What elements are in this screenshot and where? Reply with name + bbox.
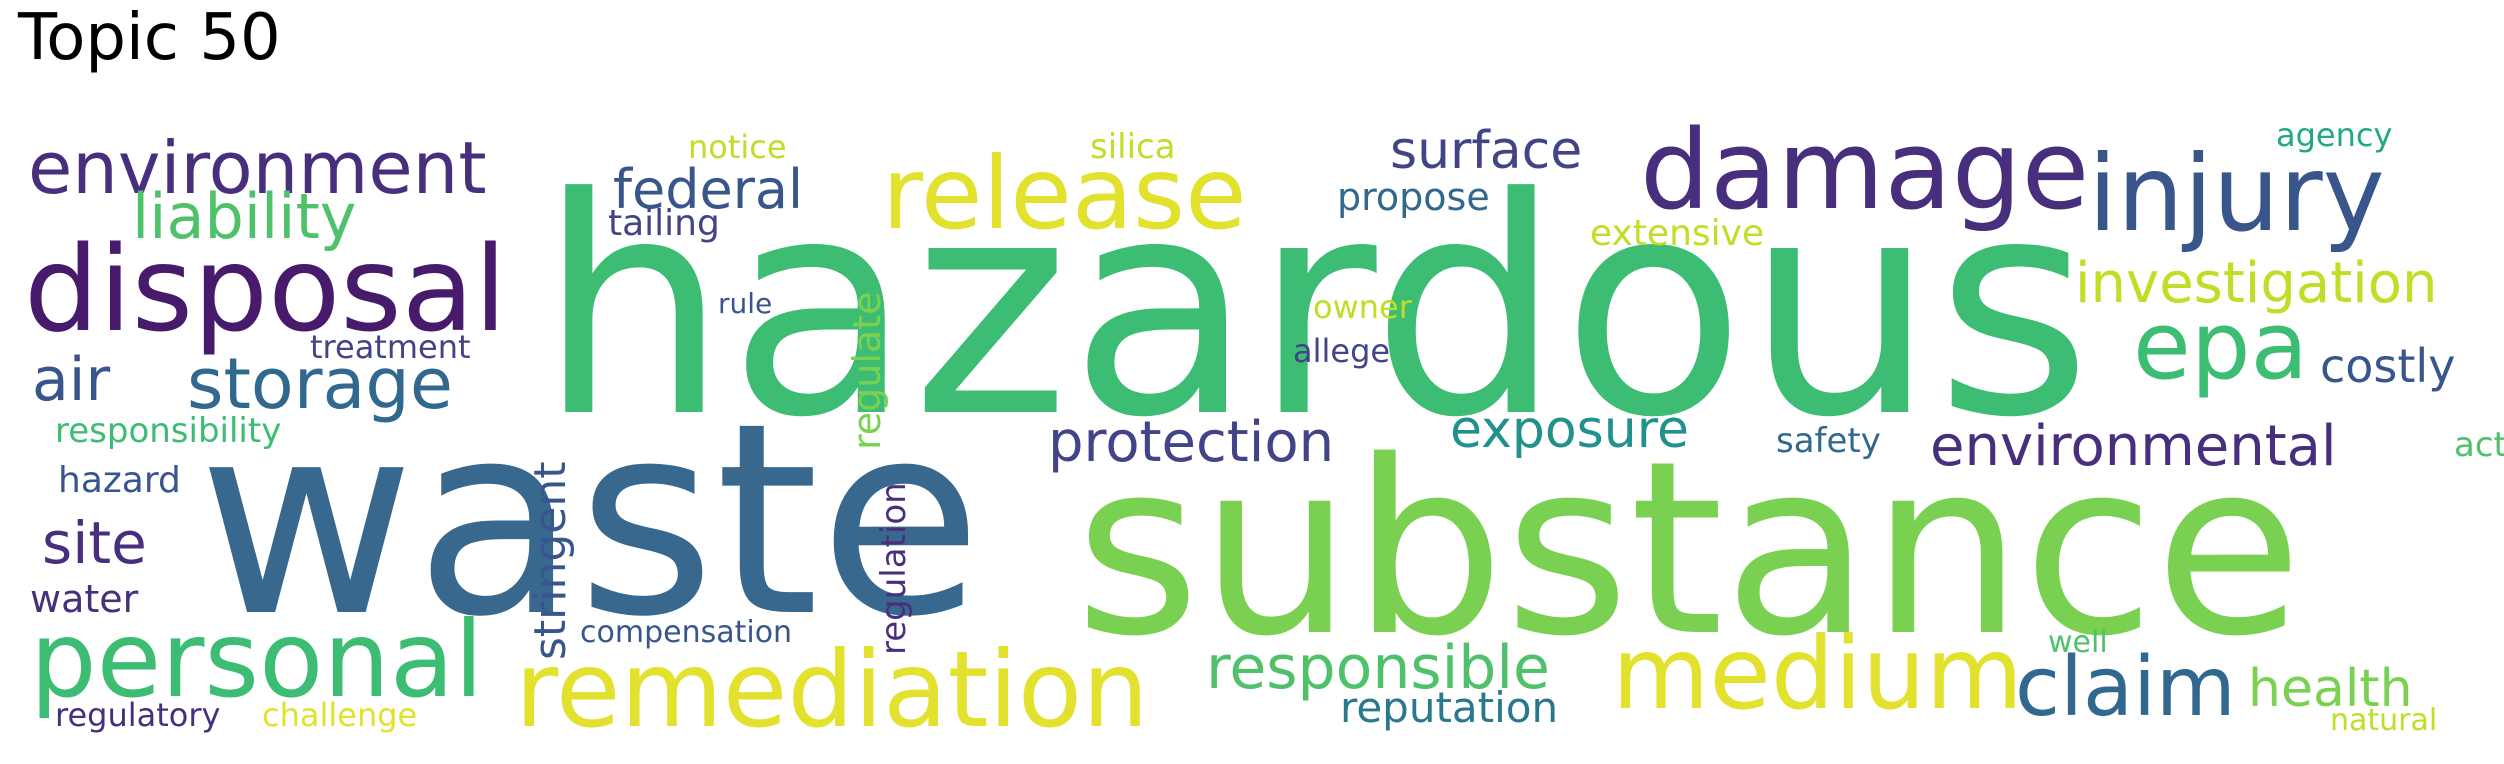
word-owner: owner: [1313, 288, 1413, 326]
word-agency: agency: [2276, 116, 2392, 154]
word-substance: substance: [1075, 409, 2302, 689]
word-silica: silica: [1090, 127, 1176, 167]
word-site: site: [42, 509, 147, 577]
word-disposal: disposal: [24, 220, 507, 358]
word-regulatory: regulatory: [55, 696, 220, 734]
word-personal: personal: [30, 599, 483, 721]
word-damage: damage: [1640, 106, 2089, 234]
word-air: air: [32, 345, 110, 415]
word-hazard: hazard: [58, 460, 181, 501]
word-exposure: exposure: [1450, 400, 1689, 460]
word-natural: natural: [2330, 703, 2437, 738]
word-tailing: tailing: [608, 203, 720, 244]
word-claim: claim: [2015, 640, 2236, 735]
word-protection: protection: [1048, 410, 1334, 475]
word-responsible: responsible: [1206, 633, 1550, 703]
word-health: health: [2248, 659, 2413, 719]
word-treatment: treatment: [310, 328, 471, 366]
word-extensive: extensive: [1590, 213, 1764, 254]
word-storage: storage: [187, 343, 453, 425]
word-liability: liability: [132, 180, 356, 253]
word-rule: rule: [718, 287, 772, 320]
word-well: well: [2048, 625, 2108, 660]
word-regulate: regulate: [845, 292, 889, 451]
figure-title: Topic 50: [18, 1, 281, 75]
word-compensation: compensation: [580, 615, 792, 650]
word-hazardous: hazardous: [538, 134, 2092, 483]
word-propose: propose: [1337, 175, 1490, 219]
word-costly: costly: [2320, 339, 2455, 393]
word-allege: allege: [1293, 332, 1390, 370]
word-remediation: remediation: [515, 629, 1149, 751]
word-medium: medium: [1612, 615, 2023, 732]
word-reputation: reputation: [1340, 683, 1558, 732]
word-environmental: environmental: [1930, 414, 2337, 479]
word-responsibility: responsibility: [55, 411, 281, 451]
word-federal: federal: [613, 158, 803, 221]
word-challenge: challenge: [262, 696, 417, 734]
word-surface: surface: [1390, 121, 1582, 181]
word-water: water: [30, 577, 139, 621]
word-environment: environment: [28, 126, 487, 210]
word-release: release: [882, 135, 1247, 252]
word-safety: safety: [1776, 421, 1881, 461]
word-act: act: [2454, 425, 2504, 465]
word-notice: notice: [688, 128, 787, 166]
word-injury: injury: [2088, 133, 2385, 255]
word-waste: waste: [198, 367, 982, 675]
word-investigation: investigation: [2075, 251, 2437, 316]
word-stringent: stringent: [525, 461, 576, 660]
word-regulation: regulation: [874, 482, 914, 655]
word-epa: epa: [2133, 292, 2308, 401]
